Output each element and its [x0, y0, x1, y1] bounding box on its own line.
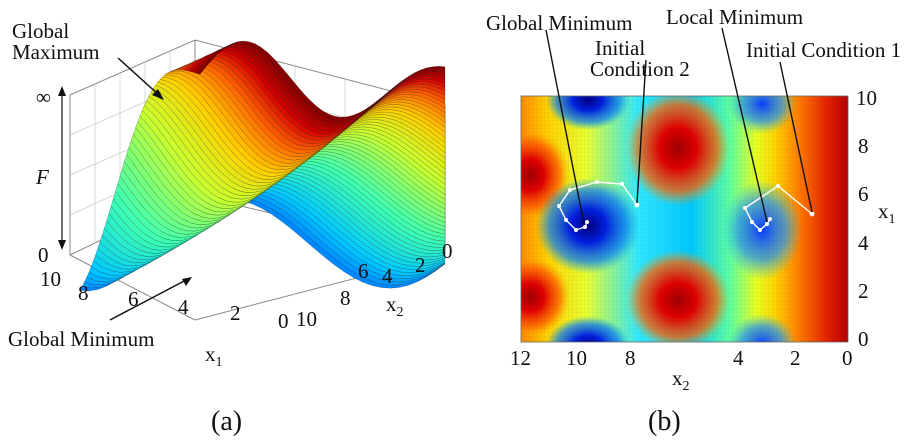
surface-strip [186, 51, 446, 138]
initial-condition-1-pointer [779, 61, 813, 213]
x1-tick: 8 [858, 134, 869, 158]
surface-strip [188, 49, 446, 135]
x2-tick: 4 [382, 264, 393, 288]
x2-tick: 8 [340, 286, 351, 310]
x2-tick: 2 [415, 253, 426, 277]
surface-strip [197, 40, 446, 121]
z-tick-infinity: ∞ [36, 85, 51, 109]
global-maximum-label-line2: Maximum [12, 40, 100, 64]
x2-tick: 6 [358, 259, 369, 283]
panel-a-surface-plot: ∞ 0 F 10 8 6 4 2 0 x1 10 8 6 4 2 0 x2 Gl… [8, 19, 453, 437]
x2-tick: 10 [296, 307, 317, 331]
x1-axis-b: 10 8 6 4 2 0 x1 [856, 86, 896, 351]
surface-strip [192, 45, 446, 128]
z-axis: ∞ 0 F [35, 85, 66, 267]
x2-tick: 0 [842, 346, 853, 370]
global-minimum-pointer [109, 279, 187, 321]
global-minimum-label: Global Minimum [8, 327, 154, 351]
surface-strip [161, 74, 446, 174]
panel-a-annotations: Global Maximum Global Minimum [8, 19, 192, 351]
panel-b-annotations: Global Minimum Initial Condition 2 Local… [486, 5, 901, 81]
surface-strip [175, 62, 446, 154]
initial-condition-2-pointer [636, 59, 647, 204]
panel-b-pointers [545, 27, 813, 225]
x2-axis-label: x2 [386, 292, 404, 320]
global-maximum-pointer [117, 57, 161, 97]
x1-tick: 8 [78, 281, 89, 305]
surface-strip [173, 64, 446, 158]
x2-tick: 0 [442, 239, 453, 263]
surface-strip [179, 57, 446, 148]
path-markers [557, 180, 815, 232]
caption-a: (a) [211, 406, 242, 437]
surface-strip [148, 91, 446, 193]
x2-axis-a: 10 8 6 4 2 0 x2 [296, 239, 453, 331]
panel-b-contour-map: Global Minimum Initial Condition 2 Local… [486, 5, 901, 437]
surface-strip [176, 60, 446, 151]
surface-strip [171, 66, 446, 161]
x1-tick: 0 [858, 327, 869, 351]
surface-strip [163, 72, 446, 171]
initial-condition-1-label: Initial Condition 1 [746, 38, 901, 62]
surface-strip [141, 104, 446, 203]
local-minimum-pointer [721, 27, 768, 223]
objective-surface [79, 40, 446, 292]
x1-axis-label-b: x1 [878, 199, 896, 227]
x2-axis-label-b: x2 [672, 366, 690, 394]
contour-heatmap [521, 96, 848, 342]
x1-tick: 6 [858, 182, 869, 206]
x1-tick: 4 [178, 295, 189, 319]
global-minimum-pointer-b [545, 29, 585, 225]
x1-tick: 4 [858, 231, 869, 255]
x1-tick: 2 [858, 279, 869, 303]
x1-axis-label: x1 [205, 342, 223, 370]
x1-tick: 6 [128, 287, 139, 311]
x1-axis-a: 10 8 6 4 2 0 x1 [40, 267, 289, 370]
x2-tick: 4 [733, 346, 744, 370]
global-minimum-label-b: Global Minimum [486, 11, 632, 35]
surface-strip [139, 109, 446, 206]
z-tick-zero: 0 [38, 243, 49, 267]
x2-axis-b: 12 10 8 4 2 0 x2 [510, 346, 853, 394]
surface-strip [159, 76, 446, 177]
caption-b: (b) [648, 406, 681, 437]
x1-tick: 0 [278, 309, 289, 333]
x2-tick: 10 [566, 346, 587, 370]
x1-tick: 10 [40, 267, 61, 291]
surface-strip [190, 47, 446, 131]
z-axis-label: F [35, 165, 49, 189]
initial-condition-2-label-line2: Condition 2 [590, 57, 690, 81]
surface-strip [150, 87, 446, 190]
local-minimum-label: Local Minimum [666, 5, 803, 29]
x1-tick: 10 [856, 86, 877, 110]
global-maximum-label-line1: Global [12, 19, 69, 43]
x2-tick: 12 [510, 346, 531, 370]
surface-strip [152, 84, 446, 187]
x2-tick: 2 [790, 346, 801, 370]
x2-tick: 8 [625, 346, 636, 370]
x1-tick: 2 [230, 301, 241, 325]
surface-strip [157, 79, 446, 180]
initial-condition-2-label-line1: Initial [595, 36, 645, 60]
